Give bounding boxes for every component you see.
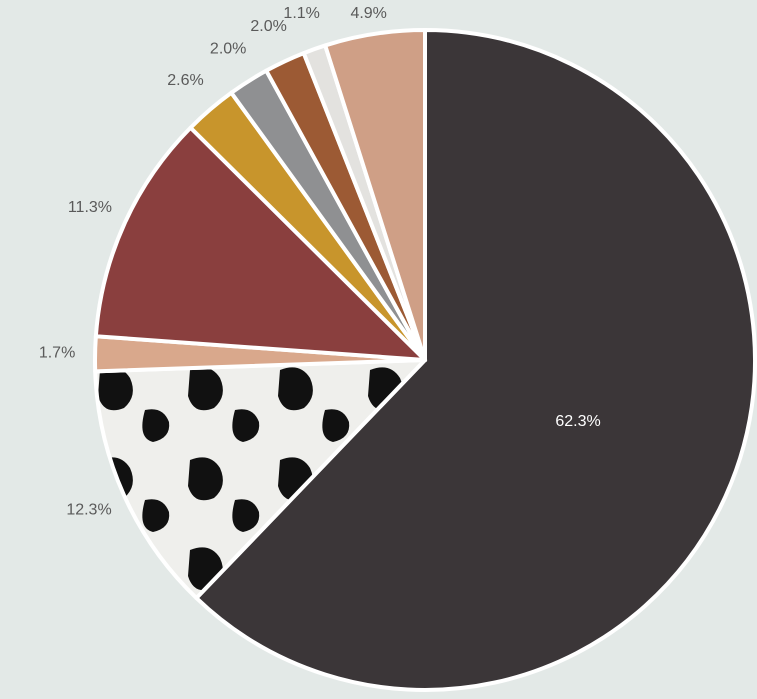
data-label: 11.3% [68,199,112,216]
pie-slice [194,28,757,692]
pie-slice [93,125,427,362]
data-label: 62.3% [555,413,600,430]
data-label: 2.0% [210,40,246,57]
pie-slice [323,28,427,362]
pie-slice [93,358,427,601]
data-label: 4.9% [350,5,386,22]
data-label: 2.0% [250,18,286,35]
data-label: 1.7% [39,344,75,361]
data-label: 1.1% [283,5,319,22]
data-label: 2.6% [167,72,203,89]
data-label: 12.3% [66,501,111,518]
